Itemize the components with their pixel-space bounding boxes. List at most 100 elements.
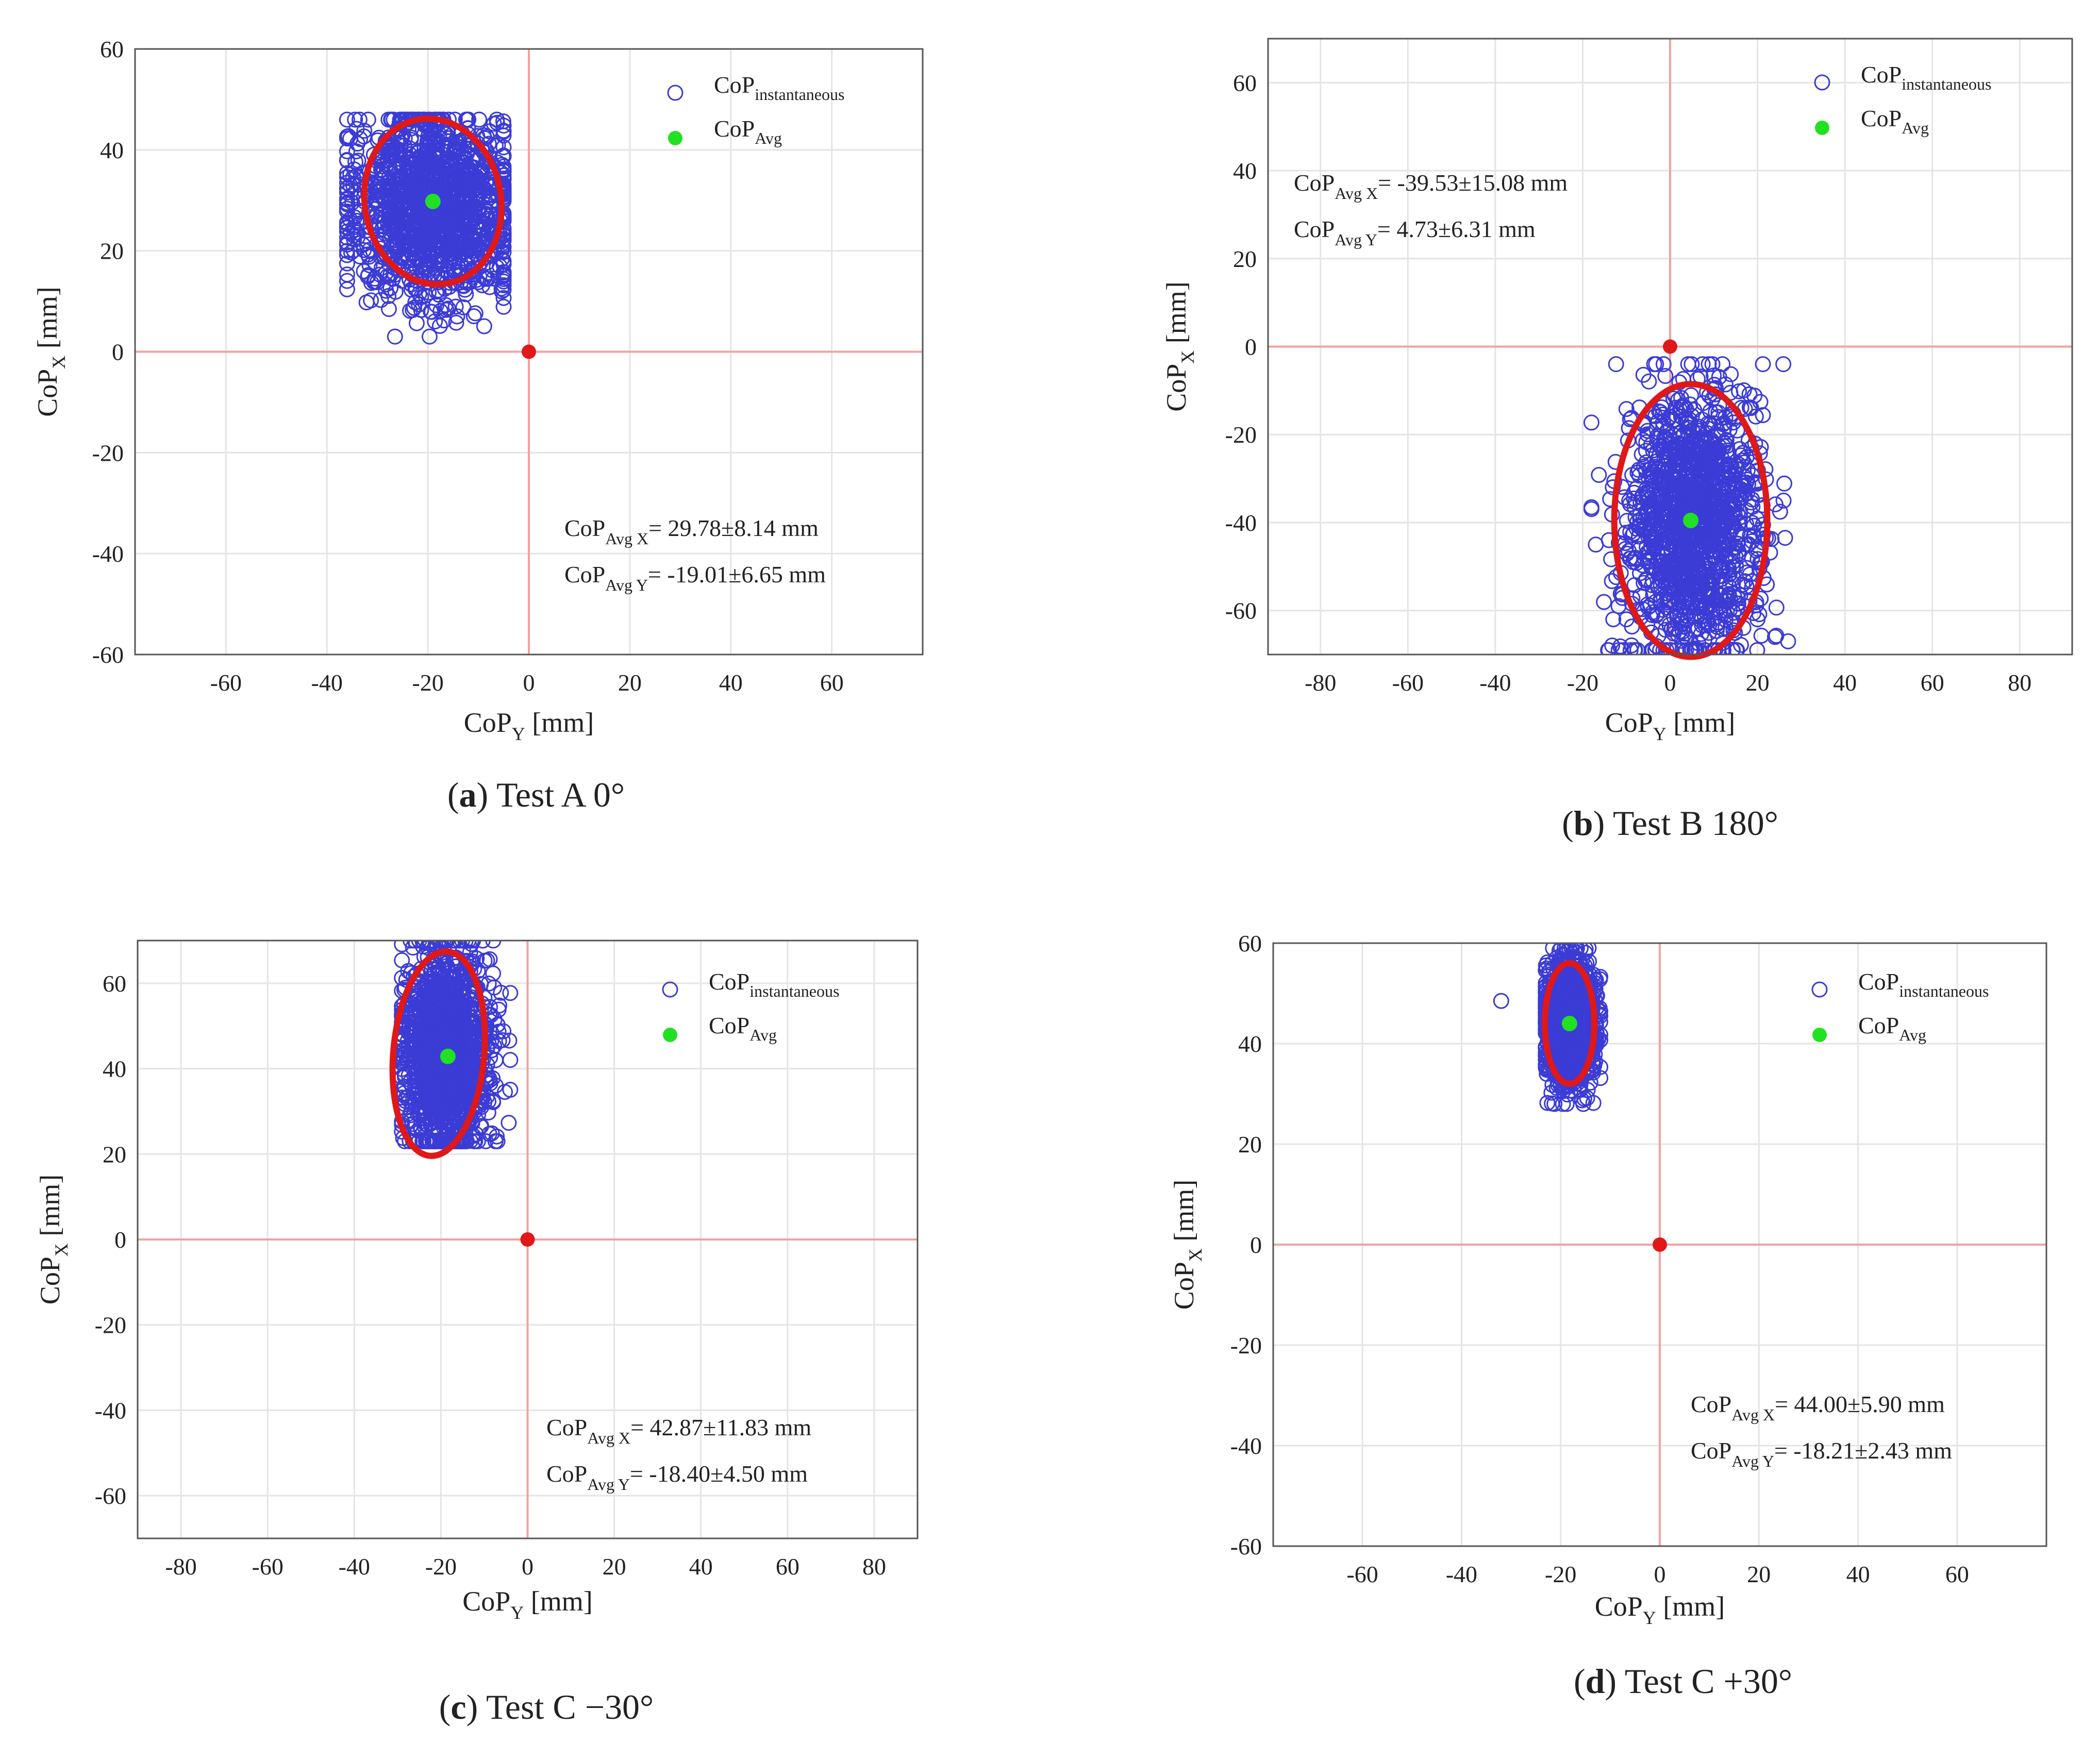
instantaneous-point bbox=[1686, 402, 1703, 418]
instantaneous-point bbox=[468, 153, 484, 169]
instantaneous-point bbox=[342, 177, 359, 194]
y-axis-label: CoPX [mm] bbox=[1161, 281, 1198, 412]
instantaneous-point bbox=[1712, 489, 1729, 505]
instantaneous-point bbox=[1628, 480, 1645, 496]
instantaneous-point bbox=[1726, 589, 1742, 605]
instantaneous-point bbox=[1653, 592, 1669, 608]
confidence-ellipse bbox=[1611, 381, 1771, 660]
instantaneous-point bbox=[1687, 541, 1704, 557]
instantaneous-point bbox=[444, 941, 461, 949]
instantaneous-point bbox=[1703, 537, 1720, 553]
instantaneous-point bbox=[1702, 596, 1718, 612]
instantaneous-point bbox=[339, 281, 355, 297]
instantaneous-point bbox=[1690, 466, 1706, 482]
instantaneous-point bbox=[1744, 499, 1761, 515]
instantaneous-point bbox=[1670, 592, 1687, 608]
instantaneous-point bbox=[1705, 490, 1721, 507]
origin-point bbox=[1663, 339, 1677, 354]
instantaneous-point bbox=[1583, 414, 1599, 431]
instantaneous-point bbox=[345, 242, 362, 259]
instantaneous-point bbox=[1729, 535, 1745, 552]
instantaneous-point bbox=[448, 1034, 465, 1051]
instantaneous-point bbox=[1632, 588, 1648, 604]
x-tick-label: -40 bbox=[1479, 669, 1511, 696]
instantaneous-point bbox=[1718, 376, 1734, 393]
instantaneous-point bbox=[1737, 573, 1753, 590]
instantaneous-point bbox=[388, 239, 405, 255]
instantaneous-point bbox=[348, 121, 365, 137]
instantaneous-point bbox=[360, 269, 376, 285]
instantaneous-point bbox=[1717, 409, 1734, 426]
legend-avg-marker bbox=[663, 1028, 677, 1042]
avg-point bbox=[1683, 512, 1699, 528]
instantaneous-point bbox=[1729, 496, 1745, 512]
instantaneous-point bbox=[401, 1067, 417, 1084]
instantaneous-point bbox=[1777, 530, 1793, 546]
instantaneous-point bbox=[1709, 441, 1725, 458]
instantaneous-point bbox=[1666, 572, 1682, 589]
x-tick-label: 60 bbox=[776, 1553, 799, 1580]
instantaneous-point bbox=[421, 1088, 438, 1105]
instantaneous-point bbox=[1655, 406, 1671, 423]
instantaneous-point bbox=[467, 1133, 484, 1149]
instantaneous-point bbox=[1723, 366, 1739, 382]
instantaneous-point bbox=[1705, 642, 1722, 655]
instantaneous-point bbox=[1721, 563, 1737, 579]
instantaneous-point bbox=[404, 246, 420, 262]
instantaneous-point bbox=[431, 287, 447, 303]
instantaneous-point bbox=[501, 1115, 517, 1131]
instantaneous-point bbox=[474, 941, 491, 949]
instantaneous-point bbox=[433, 1029, 449, 1046]
instantaneous-point bbox=[1697, 561, 1713, 577]
instantaneous-point bbox=[454, 215, 471, 232]
instantaneous-point bbox=[1649, 510, 1665, 526]
instantaneous-point bbox=[1649, 492, 1666, 508]
instantaneous-point bbox=[388, 221, 405, 237]
instantaneous-point bbox=[429, 1080, 445, 1096]
y-tick-label: 40 bbox=[1233, 158, 1257, 184]
instantaneous-point bbox=[1714, 356, 1731, 373]
instantaneous-point bbox=[1645, 547, 1661, 563]
instantaneous-point bbox=[356, 123, 373, 139]
instantaneous-point bbox=[407, 1049, 424, 1066]
instantaneous-point bbox=[439, 234, 455, 250]
instantaneous-point bbox=[1728, 642, 1744, 655]
instantaneous-point bbox=[1694, 356, 1711, 373]
y-tick-label: 0 bbox=[112, 339, 124, 365]
instantaneous-point bbox=[399, 161, 415, 178]
instantaneous-point bbox=[495, 256, 512, 273]
instantaneous-point bbox=[378, 282, 394, 299]
instantaneous-point bbox=[447, 1133, 463, 1149]
legend-avg-marker bbox=[668, 131, 682, 145]
instantaneous-point bbox=[1702, 442, 1719, 459]
legend-instantaneous-label: CoPinstantaneous bbox=[709, 968, 839, 1000]
instantaneous-point bbox=[486, 979, 503, 996]
instantaneous-point bbox=[361, 257, 378, 274]
instantaneous-point bbox=[418, 1133, 434, 1149]
instantaneous-point bbox=[1678, 642, 1694, 655]
x-tick-label: 40 bbox=[1833, 669, 1857, 696]
instantaneous-point bbox=[417, 1041, 434, 1057]
instantaneous-point bbox=[458, 1047, 475, 1064]
y-tick-label: 40 bbox=[100, 137, 124, 163]
instantaneous-point bbox=[396, 1042, 412, 1059]
instantaneous-point bbox=[446, 250, 462, 266]
instantaneous-outlier bbox=[1605, 611, 1622, 628]
instantaneous-point bbox=[348, 143, 364, 160]
instantaneous-point bbox=[443, 245, 459, 261]
instantaneous-point bbox=[1684, 356, 1700, 373]
instantaneous-point bbox=[1632, 541, 1648, 557]
instantaneous-point bbox=[458, 1037, 474, 1054]
instantaneous-point bbox=[413, 961, 429, 977]
instantaneous-point bbox=[356, 263, 372, 279]
instantaneous-point bbox=[1719, 442, 1736, 459]
instantaneous-point bbox=[420, 1017, 436, 1034]
instantaneous-point bbox=[451, 1011, 467, 1027]
instantaneous-point bbox=[430, 217, 447, 233]
instantaneous-point bbox=[495, 298, 512, 315]
axes-frame bbox=[134, 48, 924, 656]
instantaneous-point bbox=[1641, 373, 1657, 390]
instantaneous-point bbox=[339, 185, 355, 200]
